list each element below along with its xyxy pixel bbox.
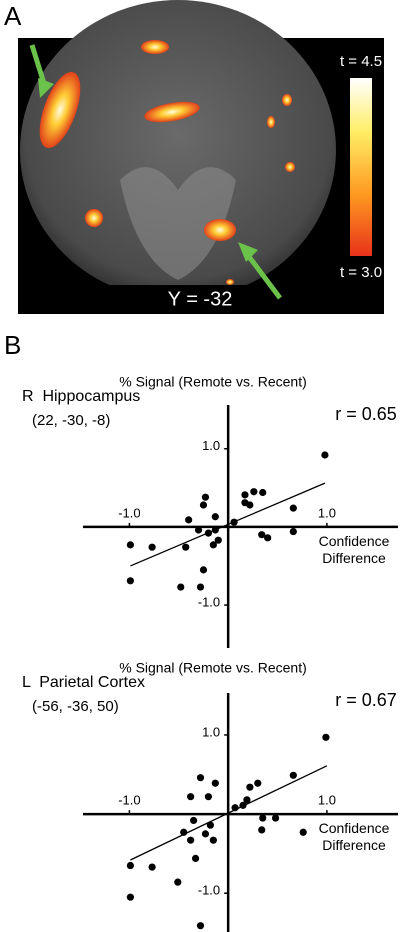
y-tick-label: 1.0 <box>202 438 220 453</box>
point <box>200 501 207 508</box>
point <box>197 583 204 590</box>
page: A t = 4.5 t = 3.0 Y = -32 B -1.0 1.0 1.0 -1… <box>0 0 402 932</box>
point <box>231 804 238 811</box>
point <box>202 494 209 501</box>
point <box>212 526 219 533</box>
point <box>272 814 279 821</box>
y-tick-label: 1.0 <box>202 724 220 739</box>
coordinates: (-56, -36, 50) <box>32 698 119 715</box>
point <box>322 734 329 741</box>
x-tick-label: 1.0 <box>318 793 336 808</box>
x-axis-label: Confidence Difference <box>306 820 402 854</box>
slice-label: Y = -32 <box>168 288 233 310</box>
point <box>197 922 204 929</box>
point <box>180 829 187 836</box>
point <box>258 826 265 833</box>
point <box>149 864 156 871</box>
chart-title: % Signal (Remote vs. Recent) <box>119 660 307 676</box>
region-label: R Hippocampus <box>22 388 140 405</box>
point <box>127 862 134 869</box>
point <box>187 837 194 844</box>
point <box>185 516 192 523</box>
point <box>290 505 297 512</box>
colorbar-label: t = 4.5 <box>340 53 382 70</box>
point <box>212 780 219 787</box>
point <box>290 772 297 779</box>
point <box>246 784 253 791</box>
figure: A t = 4.5 t = 3.0 Y = -32 B -1.0 1.0 1.0 -1… <box>0 0 402 932</box>
y-tick-label: -1.0 <box>198 883 220 898</box>
point <box>182 544 189 551</box>
colorbar-label: t = 3.0 <box>340 264 382 281</box>
point <box>187 793 194 800</box>
point <box>259 489 266 496</box>
annotation: r = 0.67 <box>335 690 397 710</box>
point <box>205 530 212 537</box>
x-axis-label: Confidence Difference <box>306 533 402 567</box>
point <box>259 814 266 821</box>
chart-title: % Signal (Remote vs. Recent) <box>119 374 307 390</box>
point <box>207 822 214 829</box>
x-tick-label: -1.0 <box>118 793 140 808</box>
brain-image <box>18 0 384 314</box>
point <box>127 577 134 584</box>
point <box>215 537 222 544</box>
point <box>192 855 199 862</box>
point <box>195 526 202 533</box>
point <box>290 528 297 535</box>
point <box>250 488 257 495</box>
panel-label: B <box>4 330 21 360</box>
point <box>212 513 219 520</box>
point <box>241 491 248 498</box>
coordinates: (22, -30, -8) <box>32 412 110 429</box>
x-tick-label: 1.0 <box>318 505 336 520</box>
point <box>254 780 261 787</box>
point <box>243 796 250 803</box>
point <box>127 894 134 901</box>
point <box>246 501 253 508</box>
region-label: L Parietal Cortex <box>22 674 145 691</box>
point <box>149 544 156 551</box>
point <box>230 519 237 526</box>
point <box>264 534 271 541</box>
point <box>127 541 134 548</box>
point <box>321 451 328 458</box>
point <box>177 583 184 590</box>
point <box>200 566 207 573</box>
point <box>202 830 209 837</box>
y-tick-label: -1.0 <box>198 594 220 609</box>
point <box>190 817 197 824</box>
annotation: r = 0.65 <box>335 404 397 424</box>
point <box>210 837 217 844</box>
point <box>205 793 212 800</box>
x-tick-label: -1.0 <box>118 505 140 520</box>
panel-label: A <box>4 1 22 31</box>
point <box>197 774 204 781</box>
point <box>174 879 181 886</box>
